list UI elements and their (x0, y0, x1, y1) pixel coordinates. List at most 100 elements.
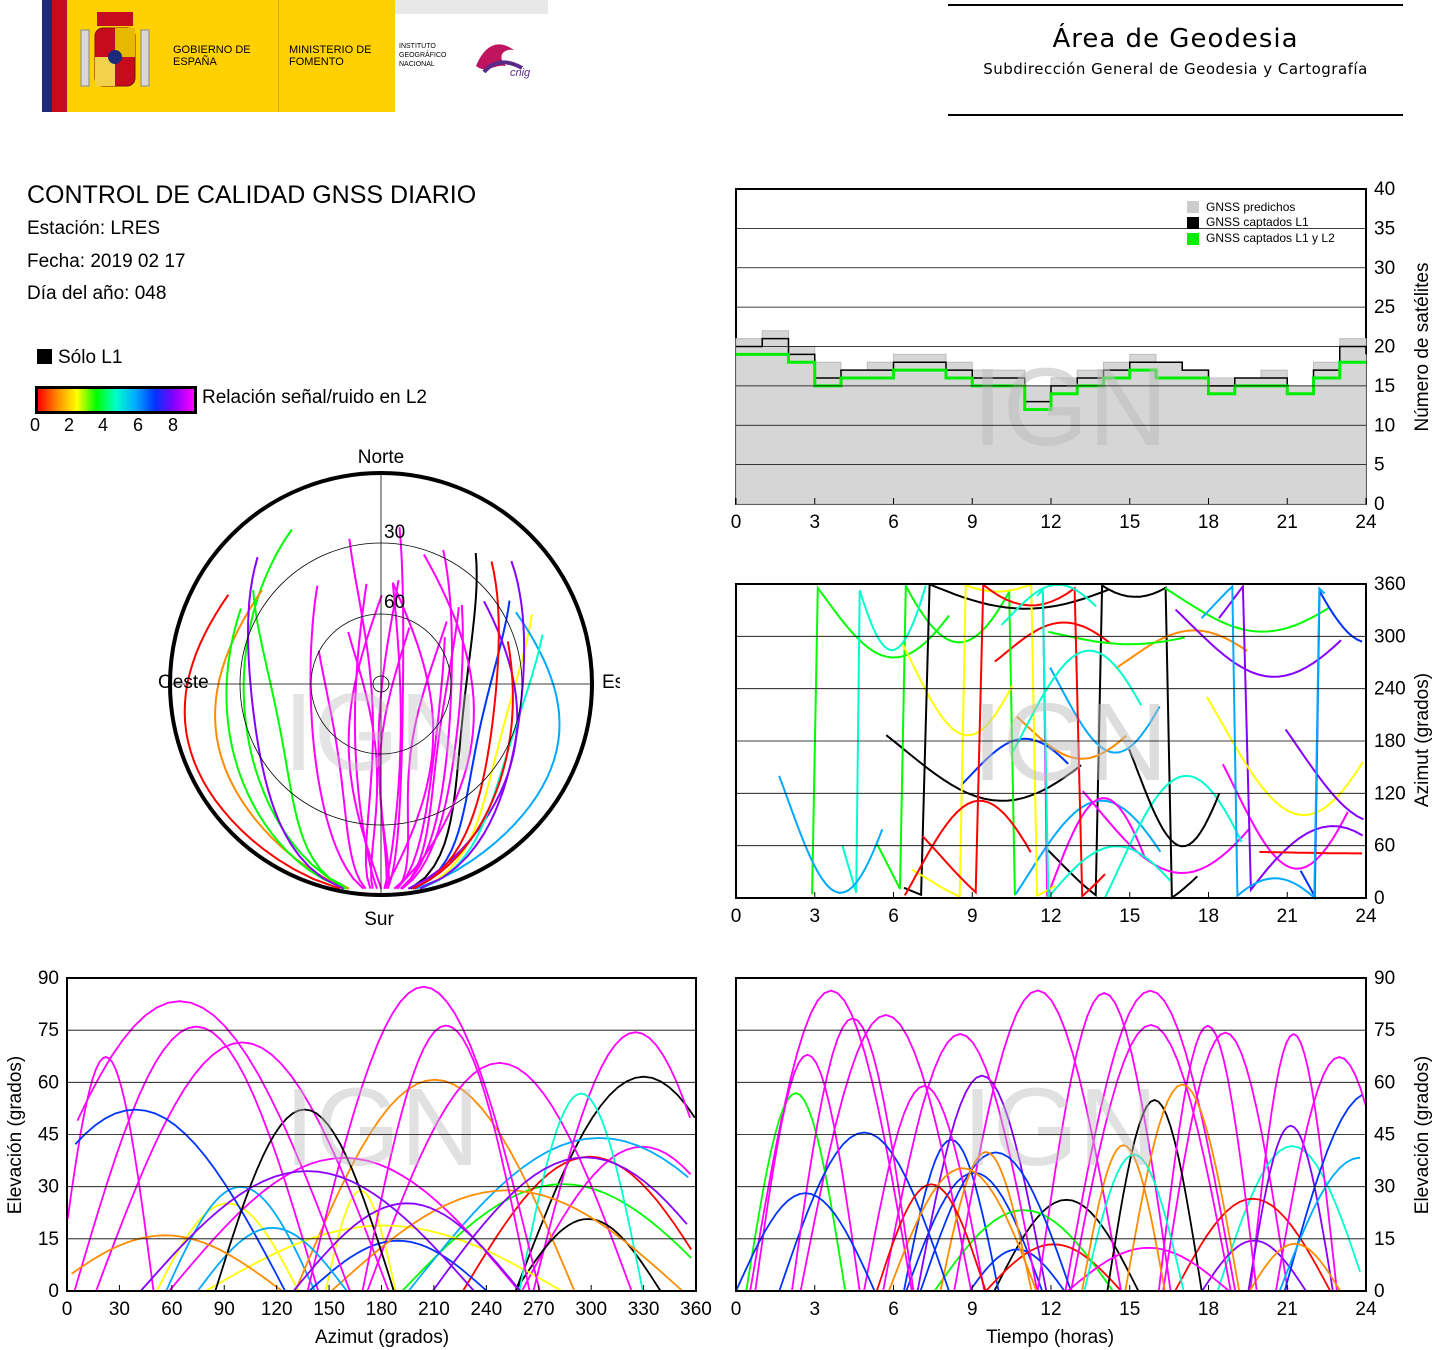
legend-l1-label: Sólo L1 (58, 347, 123, 368)
legend-swatch-l1 (1187, 217, 1199, 229)
satellite-track (414, 600, 511, 890)
satellite-track (71, 1234, 283, 1292)
station-text: Estación: LRES (27, 218, 161, 239)
satellite-track (309, 585, 365, 890)
x-tick-label: 360 (680, 1299, 712, 1320)
x-tick-label: 21 (1277, 1299, 1298, 1320)
satellite-track (383, 584, 402, 889)
satellite-track (1162, 1031, 1289, 1292)
azimuth-time-chart: IGN 0 60 120 180 240 300 360 0 3 6 9 12 15 18 21 24 Az… (731, 574, 1433, 927)
band-divider (278, 0, 279, 112)
ring-label-30: 30 (384, 522, 405, 543)
satellite-track (882, 1033, 1039, 1292)
satellite-track (1049, 667, 1161, 754)
y-tick-label: 30 (1374, 258, 1395, 279)
count-series: IGN (735, 330, 1367, 505)
ring-label-60: 60 (384, 592, 405, 613)
satellite-track (754, 1053, 861, 1292)
y-tick-label: 40 (1374, 179, 1395, 200)
satellite-track (885, 734, 1082, 802)
gobierno-band: GOBIERNO DE ESPAÑA (67, 0, 317, 112)
satellite-track (745, 1092, 847, 1292)
satellite-track (1278, 1156, 1361, 1292)
y-tick-label: 5 (1374, 455, 1385, 476)
plot-frame (735, 583, 1367, 899)
instituto-label: INSTITUTO GEOGRÁFICO NACIONAL (399, 43, 447, 68)
government-logo-banner: GOBIERNO DE ESPAÑA MINISTERIO DE FOMENTO… (42, 0, 548, 112)
x-tick-label: 6 (888, 906, 899, 927)
x-tick-label: 0 (731, 906, 742, 927)
satellite-track (1259, 850, 1362, 855)
x-tick-label: 9 (967, 906, 978, 927)
snr-tick: 2 (64, 415, 75, 435)
y-tick-label: 120 (1374, 783, 1406, 804)
satellite-track (1299, 587, 1363, 901)
satellite-track (1036, 992, 1172, 1292)
satellite-track (168, 1156, 520, 1292)
satellite-track (1124, 1083, 1241, 1292)
satellite-track (1275, 1056, 1367, 1292)
satellite-track (1283, 1093, 1364, 1292)
satellite-track (306, 985, 541, 1292)
north-label: Norte (358, 447, 404, 468)
ign-watermark: IGN (962, 1066, 1158, 1189)
satellite-track (1036, 586, 1172, 900)
satellite-track (348, 538, 374, 889)
doy-text: Día del año: 048 (27, 283, 167, 304)
satellite-track (330, 1189, 684, 1292)
satellite-track (183, 594, 341, 890)
az-x-ticks: 0 3 6 9 12 15 18 21 24 (731, 906, 1377, 927)
skyplot-chart: IGN 30 60 Norte Sur Este Oeste (158, 447, 620, 930)
satellite-track (1128, 748, 1221, 848)
y-tick-label: 90 (38, 968, 59, 989)
satellite-track (1157, 1024, 1258, 1292)
eu-flag-strip (42, 0, 52, 112)
elt-x-ticks: 0 3 6 9 12 15 18 21 24 (731, 1299, 1377, 1320)
x-tick-label: 60 (161, 1299, 182, 1320)
elaz-x-ticks: 0 30 60 90 120 150 180 210 240 270 300 330 360 (62, 1299, 712, 1320)
legend-l1-only: Sólo L1 (37, 347, 122, 369)
satellite-track (1284, 728, 1364, 821)
elt-xlabel: Tiempo (horas) (986, 1327, 1114, 1348)
satellite-track (532, 1031, 691, 1292)
x-tick-label: 330 (628, 1299, 660, 1320)
satellite-track (378, 627, 411, 889)
y-tick-label: 300 (1374, 626, 1406, 647)
snr-label: Relación señal/ruido en L2 (202, 387, 427, 408)
elt-ylabel: Elevación (grados) (1412, 1056, 1433, 1214)
ign-watermark: IGN (284, 1066, 480, 1189)
azimuth-traces: IGN (778, 582, 1364, 901)
legend-swatch-l1l2 (1187, 233, 1199, 245)
satellite-track (66, 1056, 155, 1292)
ign-watermark: IGN (972, 346, 1168, 469)
satellite-track (140, 1170, 475, 1292)
spain-flag-red-stripe (52, 0, 67, 112)
elt-traces: IGN (735, 989, 1367, 1292)
satellite-track (386, 527, 405, 890)
satellite-track (1014, 799, 1162, 896)
satellite-track (1106, 1099, 1203, 1292)
y-tick-label: 25 (1374, 297, 1395, 318)
satellite-track (939, 1151, 1033, 1292)
x-tick-label: 18 (1198, 906, 1219, 927)
area-title: Área de Geodesia (1052, 24, 1299, 54)
y-tick-label: 60 (1374, 1072, 1395, 1093)
y-tick-label: 10 (1374, 415, 1395, 436)
satellite-track (396, 621, 448, 890)
x-tick-label: 12 (1040, 906, 1061, 927)
satellite-track (214, 1108, 395, 1292)
y-tick-label: 20 (1374, 337, 1395, 358)
satellite-track (933, 1209, 1114, 1292)
satellite-track (353, 583, 378, 890)
satellite-track (903, 799, 1032, 896)
snr-tick: 6 (133, 415, 144, 435)
y-tick-label: 35 (1374, 218, 1395, 239)
satellite-track (518, 1092, 644, 1292)
x-tick-label: 30 (109, 1299, 130, 1320)
legend-predicted: GNSS predichos (1206, 200, 1295, 214)
satellite-track (396, 637, 446, 890)
satellite-track (1042, 593, 1146, 897)
y-tick-label: 60 (1374, 836, 1395, 857)
skyplot-traces: IGN (183, 527, 561, 890)
count-legend: GNSS predichos GNSS captados L1 GNSS cap… (1187, 200, 1335, 245)
